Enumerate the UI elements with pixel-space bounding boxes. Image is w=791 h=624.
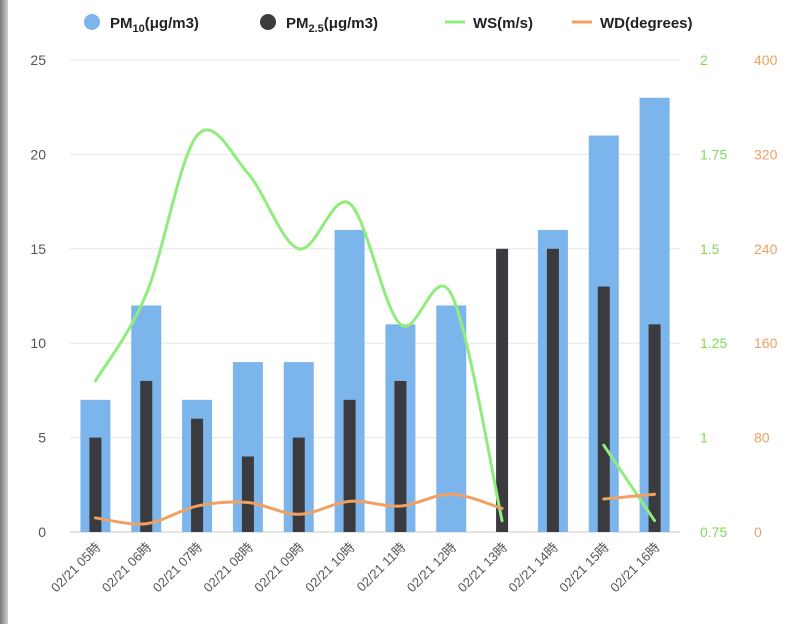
pm25-bar [292, 437, 305, 532]
pm25-bar [241, 456, 254, 532]
ws-axis: 0.75 1 1.25 1.5 1.75 2 [700, 52, 727, 540]
x-tick-label: 02/21 10時 [302, 540, 358, 596]
legend-label: WD(degrees) [600, 15, 693, 32]
wd-line [93, 492, 504, 526]
ws-line [602, 443, 657, 523]
ws-tick-label: 0.75 [700, 524, 727, 540]
legend-label: PM10(μg/m3) [110, 15, 199, 35]
pm25-bar [140, 380, 153, 532]
ws-tick-label: 1.75 [700, 146, 727, 162]
x-tick-label: 02/21 05時 [48, 540, 104, 596]
wd-tick-label: 80 [754, 430, 770, 446]
legend-label: PM2.5(μg/m3) [286, 15, 378, 35]
x-tick-label: 02/21 15時 [556, 540, 612, 596]
wd-tick-label: 160 [754, 335, 778, 351]
ws-tick-label: 2 [700, 52, 708, 68]
pm25-bar [648, 324, 661, 532]
left-tick-label: 25 [30, 52, 46, 68]
window-frame-edge [0, 0, 8, 624]
left-tick-label: 15 [30, 241, 46, 257]
x-tick-label: 02/21 11時 [354, 540, 409, 595]
x-tick-label: 02/21 14時 [505, 540, 561, 596]
pm10-bar [436, 305, 467, 532]
legend-label: WS(m/s) [473, 15, 533, 32]
x-tick-label: 02/21 09時 [251, 540, 307, 596]
ws-tick-label: 1.5 [700, 241, 720, 257]
wd-axis: 0 80 160 240 320 400 [754, 52, 778, 540]
left-tick-label: 20 [30, 146, 46, 162]
pm25-bar [394, 380, 407, 532]
legend-marker [84, 14, 100, 30]
pm25-bar [343, 399, 356, 532]
pm25-bar [191, 418, 204, 532]
chart-legend: PM10(μg/m3) PM2.5(μg/m3) WS(m/s) WD(degrees… [84, 14, 693, 35]
x-tick-label: 02/21 16時 [607, 540, 663, 596]
chart-grid [70, 59, 680, 533]
x-tick-label: 02/21 13時 [455, 540, 511, 596]
x-tick-label: 02/21 07時 [150, 540, 206, 596]
legend-marker [260, 14, 276, 30]
pm25-bar [597, 286, 610, 532]
pm25-bar [546, 248, 559, 533]
bar-series-group [80, 97, 670, 533]
ws-tick-label: 1.25 [700, 335, 727, 351]
pm25-bar [89, 437, 102, 532]
wd-tick-label: 0 [754, 524, 762, 540]
left-axis: 0 5 10 15 20 25 [30, 52, 46, 540]
wd-tick-label: 240 [754, 241, 778, 257]
x-tick-label: 02/21 08時 [200, 540, 256, 596]
wd-line [602, 492, 657, 501]
ws-line [93, 128, 504, 523]
wd-tick-label: 400 [754, 52, 778, 68]
left-tick-label: 5 [38, 430, 46, 446]
pm25-bar [496, 248, 509, 533]
x-tick-label: 02/21 12時 [404, 540, 460, 596]
wd-tick-label: 320 [754, 146, 778, 162]
ws-tick-label: 1 [700, 430, 708, 446]
left-tick-label: 0 [38, 524, 46, 540]
left-tick-label: 10 [30, 335, 46, 351]
x-tick-label: 02/21 06時 [99, 540, 155, 596]
line-series-group [93, 128, 657, 526]
